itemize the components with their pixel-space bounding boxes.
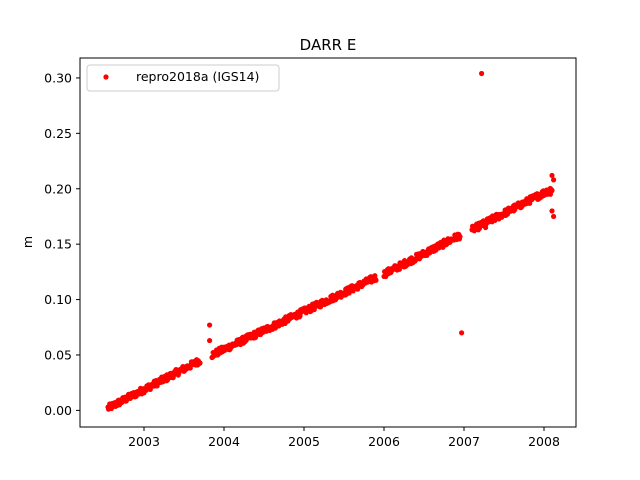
data-point <box>297 313 303 319</box>
chart-title: DARR E <box>300 36 357 54</box>
y-tick-label: 0.05 <box>44 347 72 362</box>
x-tick-label: 2004 <box>208 434 240 449</box>
data-point <box>355 286 361 292</box>
legend-label: repro2018a (IGS14) <box>136 69 259 84</box>
plot-frame <box>79 57 577 428</box>
y-tick-label: 0.00 <box>44 403 72 418</box>
y-tick-label: 0.30 <box>44 70 72 85</box>
x-tick-label: 2007 <box>448 434 480 449</box>
data-point <box>551 213 557 220</box>
data-points <box>105 70 557 412</box>
data-point <box>479 70 485 77</box>
x-tick-label: 2008 <box>528 434 560 449</box>
data-point <box>549 208 555 214</box>
y-axis-label: m <box>20 236 35 248</box>
y-tick-label: 0.15 <box>44 237 72 252</box>
x-axis: 2003 2004 2005 2006 2007 2008 <box>128 427 560 449</box>
data-point <box>207 322 213 328</box>
y-tick-label: 0.25 <box>44 126 72 141</box>
data-point <box>549 187 555 193</box>
y-tick-label: 0.20 <box>44 181 72 196</box>
y-axis: 0.00 0.05 0.10 0.15 0.20 0.25 0.30 <box>44 70 80 418</box>
legend: repro2018a (IGS14) <box>86 64 280 92</box>
x-tick-label: 2006 <box>368 434 400 449</box>
data-point <box>527 200 533 206</box>
data-point <box>547 191 554 197</box>
data-point <box>483 224 489 231</box>
data-point <box>457 233 463 240</box>
legend-marker <box>103 74 109 80</box>
data-point <box>373 277 379 283</box>
data-point <box>459 330 465 336</box>
legend-box <box>86 64 280 92</box>
data-point <box>549 172 555 179</box>
data-point <box>551 177 557 183</box>
data-point <box>207 337 213 344</box>
x-tick-label: 2003 <box>128 434 160 449</box>
x-tick-label: 2005 <box>288 434 320 449</box>
y-tick-label: 0.10 <box>44 292 72 307</box>
data-point <box>197 360 203 366</box>
